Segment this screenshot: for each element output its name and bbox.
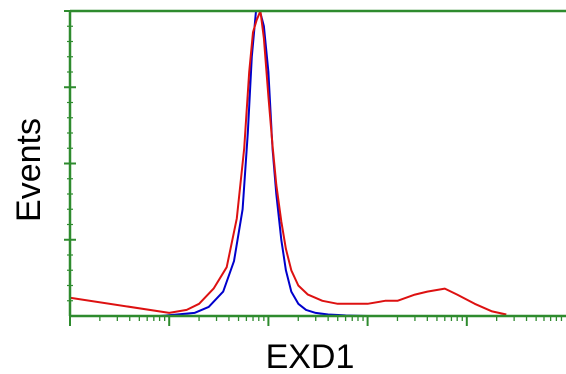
series-layer (69, 10, 507, 317)
series-line-2 (69, 10, 507, 316)
x-axis-label: EXD1 (266, 338, 355, 374)
series-line-1 (159, 10, 368, 317)
x-axis-ticks (69, 316, 563, 326)
y-axis-label: Events (10, 118, 48, 222)
